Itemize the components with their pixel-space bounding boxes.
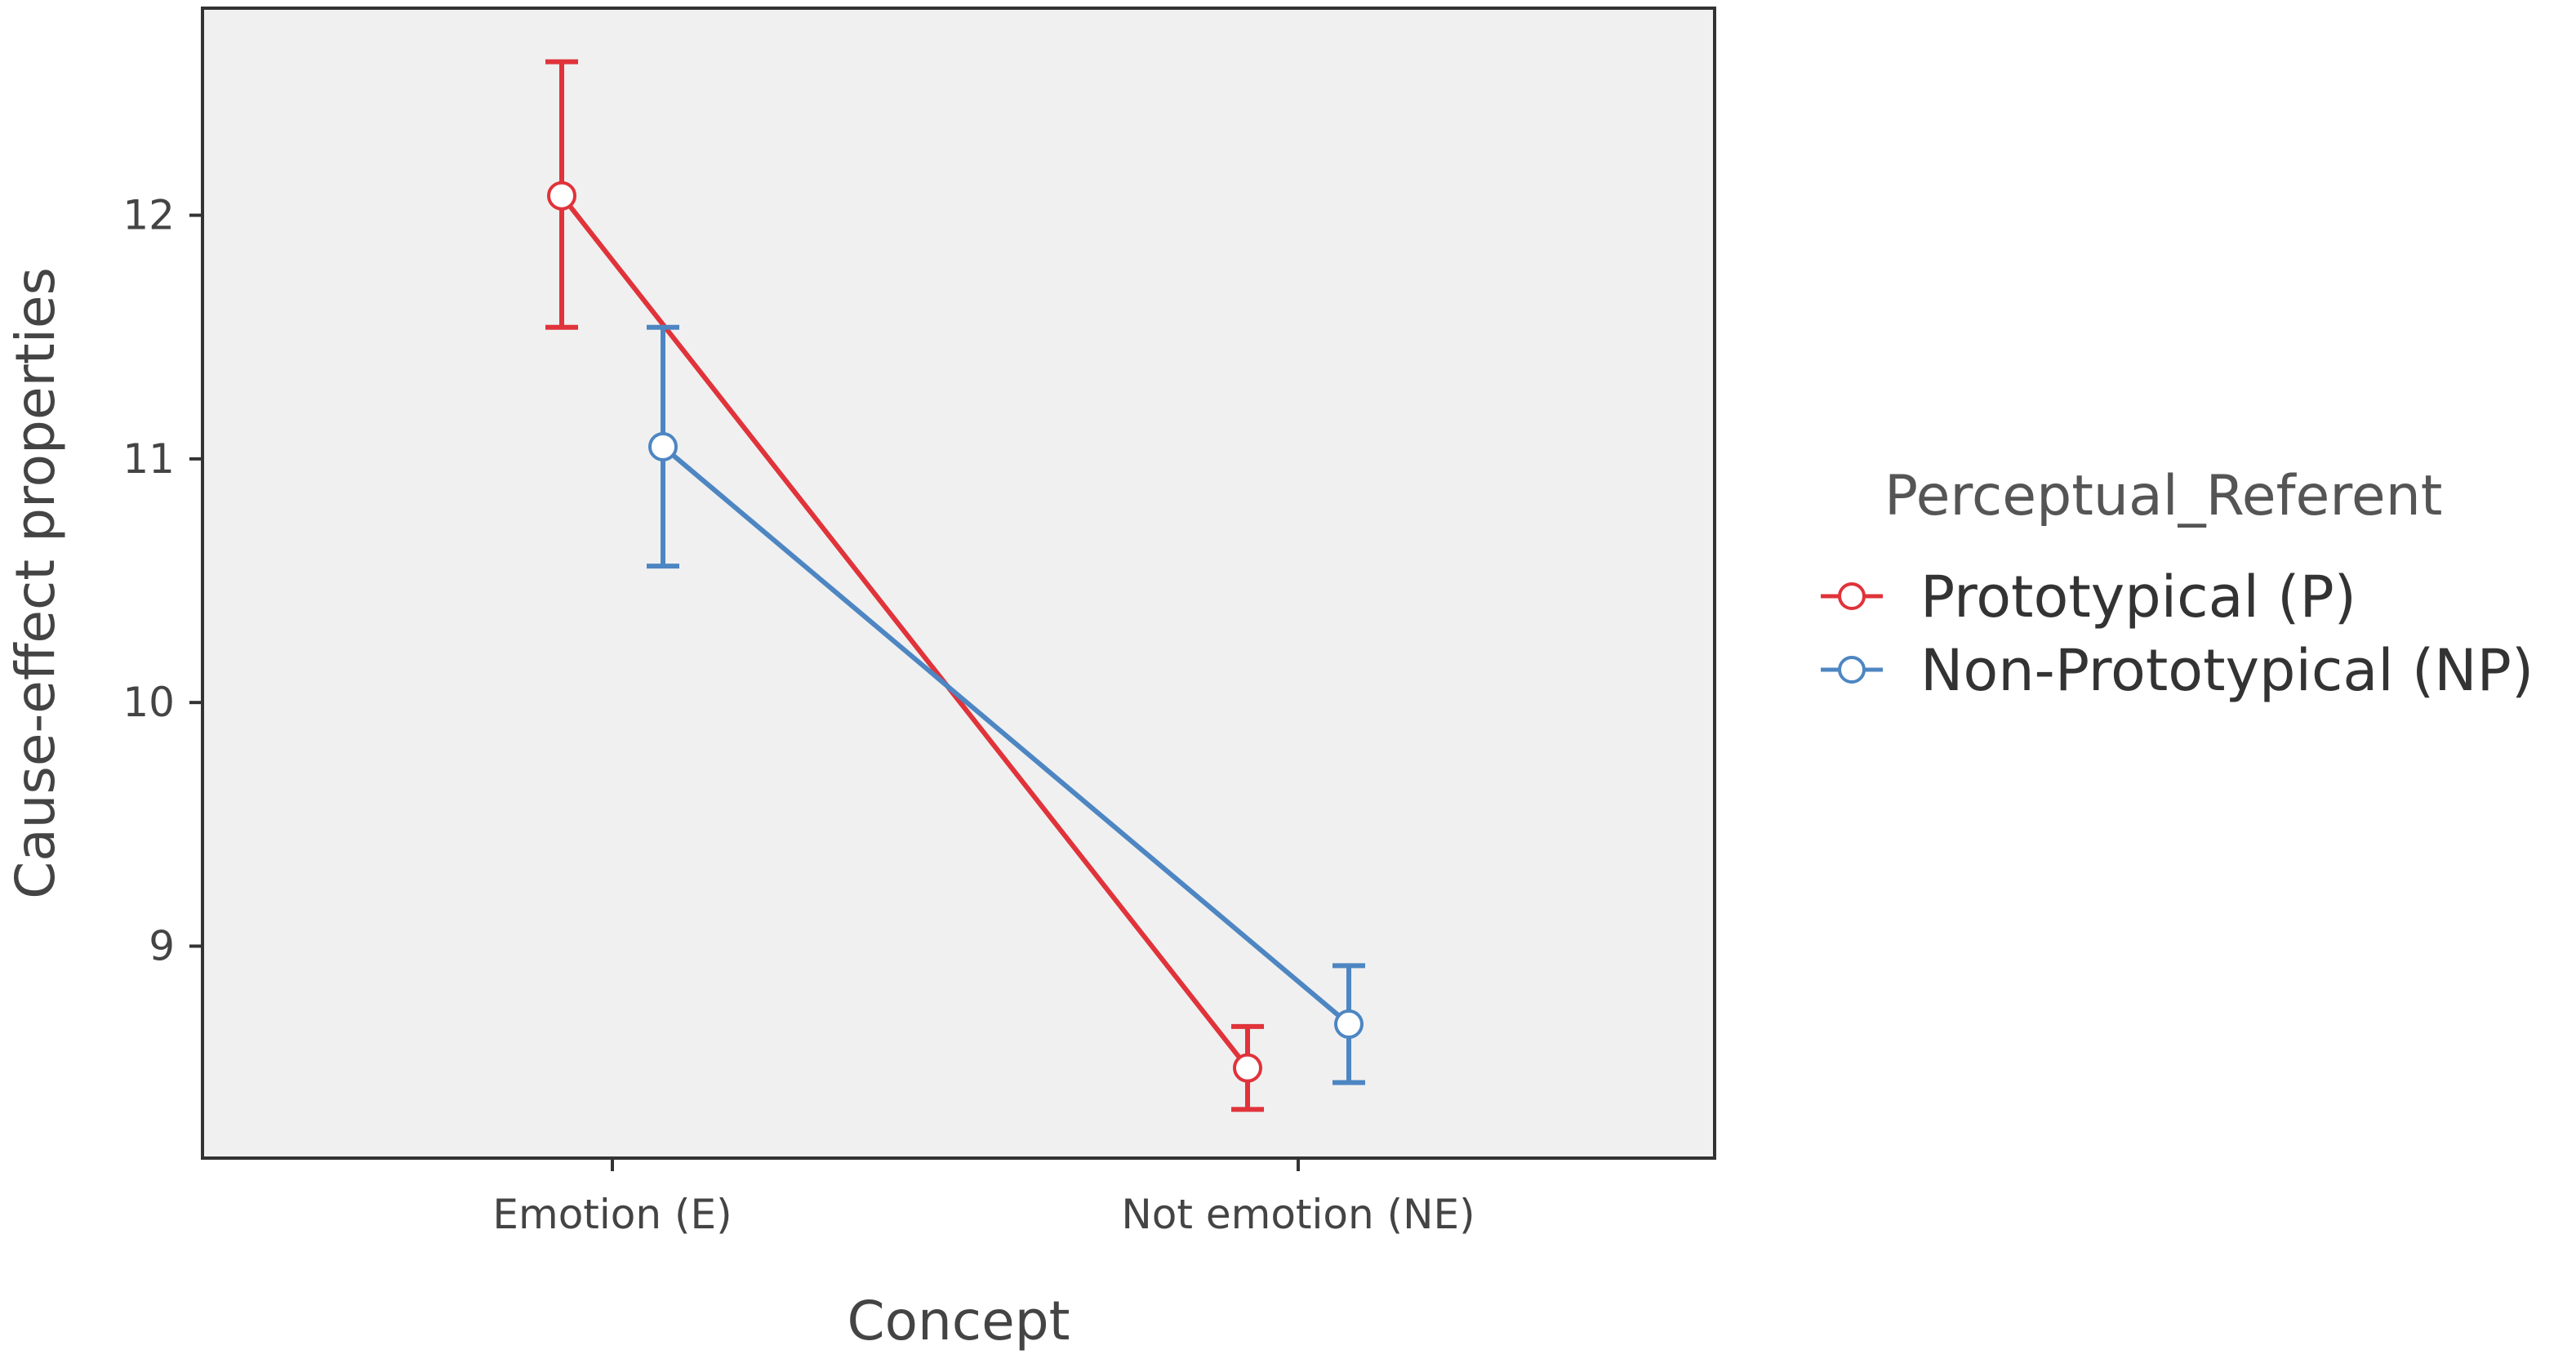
plot-border	[201, 7, 1716, 1160]
legend-key-marker	[1838, 582, 1866, 610]
legend-key-marker	[1838, 656, 1866, 684]
legend: Prototypical (P) Non-Prototypical (NP)	[1821, 564, 2534, 704]
y-tick-label: 9	[149, 922, 175, 969]
series-line	[559, 194, 1250, 1070]
chart-marks	[545, 59, 1365, 1112]
data-point	[547, 180, 576, 211]
y-tick-label: 10	[122, 679, 175, 726]
data-point	[1233, 1053, 1262, 1083]
y-tick-label: 11	[122, 435, 175, 483]
x-tick-label: Not emotion (NE)	[1121, 1191, 1475, 1238]
data-point	[648, 431, 678, 461]
series-prototypical	[545, 59, 1264, 1112]
x-axis-title: Concept	[848, 1290, 1070, 1352]
series-line	[661, 444, 1350, 1027]
chart-axes: 9 10 11 12 Emotion (E) Not emotion (NE)	[122, 192, 1475, 1238]
legend-label: Non-Prototypical (NP)	[1920, 637, 2534, 704]
legend-label: Prototypical (P)	[1920, 564, 2356, 631]
plot-panel	[202, 8, 1715, 1158]
legend-item-prototypical: Prototypical (P)	[1821, 564, 2356, 631]
legend-item-non-prototypical: Non-Prototypical (NP)	[1821, 637, 2534, 704]
data-point	[1334, 1009, 1364, 1039]
y-tick-label: 12	[122, 192, 175, 239]
x-tick-label: Emotion (E)	[492, 1191, 732, 1238]
series-non-prototypical	[647, 324, 1365, 1085]
y-axis-title: Cause-effect properties	[4, 267, 67, 899]
legend-title: Perceptual_Referent	[1884, 464, 2442, 528]
